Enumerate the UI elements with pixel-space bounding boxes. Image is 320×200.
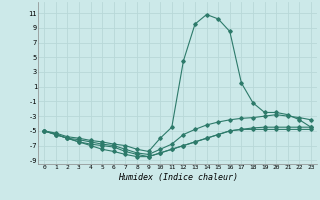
X-axis label: Humidex (Indice chaleur): Humidex (Indice chaleur) [118, 173, 238, 182]
